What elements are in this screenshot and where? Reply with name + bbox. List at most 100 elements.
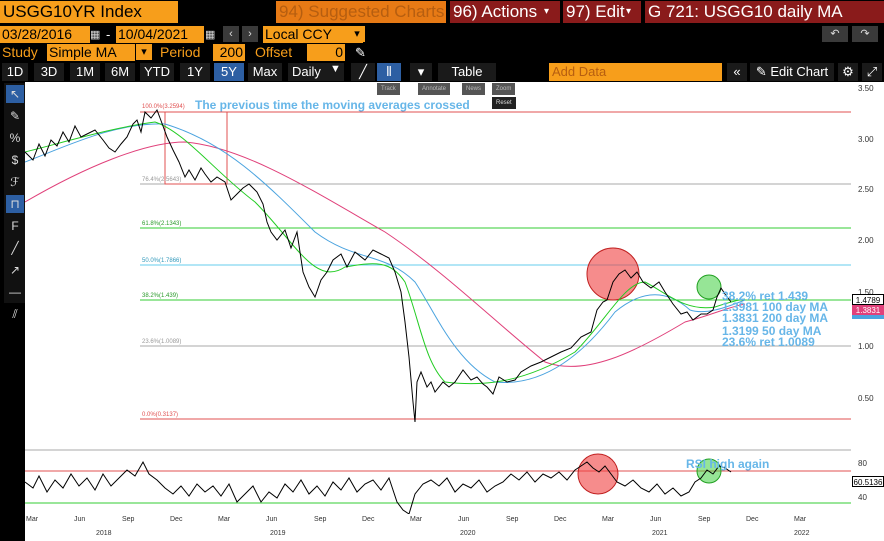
date-separator: - bbox=[106, 27, 111, 42]
x-month: Mar bbox=[602, 516, 615, 523]
price-chart[interactable] bbox=[25, 82, 851, 514]
next-period-button[interactable]: › bbox=[242, 26, 258, 42]
range-ytd[interactable]: YTD bbox=[140, 63, 174, 81]
fib-label-764: 76.4%(2.5643) bbox=[142, 177, 182, 183]
title-spacer bbox=[178, 1, 276, 23]
fib-retracement-icon[interactable]: % bbox=[9, 131, 21, 145]
legend-ma200: 1.3831 200 day MA bbox=[722, 311, 829, 325]
x-month: Mar bbox=[26, 516, 39, 523]
parallel-lines-icon[interactable]: ⫽ bbox=[12, 307, 18, 321]
price-tag: 1.4789 bbox=[852, 294, 884, 305]
legend-ret382: 38.2% ret 1.439 bbox=[722, 289, 809, 303]
reset-button[interactable]: Reset bbox=[492, 97, 516, 109]
range-1y[interactable]: 1Y bbox=[180, 63, 210, 81]
settings-icon[interactable]: ⚙ bbox=[838, 63, 858, 81]
trendline-icon[interactable]: ╱ bbox=[11, 241, 19, 255]
range-1m[interactable]: 1M bbox=[70, 63, 100, 81]
rsi-tag: 60.5136 bbox=[852, 476, 884, 487]
price-line bbox=[25, 108, 732, 423]
y-tick: 1.00 bbox=[858, 342, 874, 351]
ma-tag: 1.3831 bbox=[852, 305, 884, 316]
study-select[interactable]: Simple MA bbox=[47, 44, 135, 61]
x-month: Dec bbox=[746, 516, 759, 523]
x-month: Dec bbox=[362, 516, 375, 523]
horizontal-line-icon[interactable]: — bbox=[9, 285, 21, 299]
cross-annotation: The previous time the moving averages cr… bbox=[195, 98, 470, 112]
bar-chart-icon[interactable]: ⫴ bbox=[377, 63, 401, 81]
ma100-line bbox=[25, 123, 746, 383]
zoom-label: Zoom bbox=[496, 86, 512, 92]
drawing-toolbar: ↖ ✎ % $ ℱ ⊓ F ╱ ↗ — ⫽ bbox=[4, 83, 26, 321]
x-year: 2019 bbox=[270, 530, 286, 537]
rsi-annotation: RSI high again bbox=[686, 457, 770, 471]
expand-icon[interactable]: ⤢ bbox=[862, 63, 882, 81]
x-month: Sep bbox=[506, 516, 519, 523]
fib-label-50: 50.0%(1.7866) bbox=[142, 258, 182, 264]
pencil-icon: ✎ bbox=[755, 64, 771, 79]
date-bar: 03/28/2016 ▦ - 10/04/2021 ▦ ‹ › Local CC… bbox=[0, 25, 884, 44]
zoom-button[interactable]: Zoom bbox=[492, 83, 516, 95]
undo-icon[interactable]: ↶ bbox=[822, 26, 848, 42]
add-data-input[interactable]: Add Data bbox=[549, 63, 722, 81]
x-year: 2021 bbox=[652, 530, 668, 537]
range-6m[interactable]: 6M bbox=[105, 63, 135, 81]
edit-dropdown-icon: ▾ bbox=[626, 6, 632, 17]
offset-input[interactable]: 0 bbox=[307, 44, 345, 61]
y-tick: 1.50 bbox=[858, 288, 874, 297]
start-date-field[interactable]: 03/28/2016 bbox=[0, 26, 90, 43]
pencil-icon[interactable]: ✎ bbox=[355, 45, 366, 60]
chevron-down-icon[interactable]: ▾ bbox=[410, 63, 432, 81]
currency-select[interactable]: Local CCY bbox=[263, 26, 363, 43]
double-chevron-left-icon[interactable]: « bbox=[727, 63, 747, 81]
interval-select[interactable]: Daily bbox=[288, 63, 344, 81]
chevron-down-icon[interactable]: ▾ bbox=[349, 26, 365, 42]
range-3d[interactable]: 3D bbox=[34, 63, 64, 81]
chevron-down-icon[interactable]: ▾ bbox=[136, 44, 152, 60]
annotate-button[interactable]: Annotate bbox=[418, 83, 451, 95]
news-button[interactable]: News bbox=[462, 83, 486, 95]
ray-icon[interactable]: ↗ bbox=[9, 263, 21, 277]
x-month: Jun bbox=[266, 516, 278, 523]
track-label: Track bbox=[381, 86, 396, 92]
period-input[interactable]: 200 bbox=[213, 44, 245, 61]
red-circle bbox=[586, 247, 640, 301]
track-button[interactable]: Track bbox=[377, 83, 400, 95]
time-axis bbox=[25, 514, 884, 541]
offset-label: Offset bbox=[255, 44, 293, 60]
prev-period-button[interactable]: ‹ bbox=[223, 26, 239, 42]
end-date-field[interactable]: 10/04/2021 bbox=[116, 26, 204, 43]
cross-highlight-box bbox=[164, 111, 228, 185]
calendar-icon[interactable]: ▦ bbox=[90, 29, 101, 41]
fib-fan-icon[interactable]: ℱ bbox=[10, 175, 20, 189]
calendar-icon[interactable]: ▦ bbox=[205, 29, 216, 41]
green-circle bbox=[696, 274, 722, 300]
edit-chart-button[interactable]: ✎ Edit Chart bbox=[750, 63, 834, 81]
ticker-field[interactable]: USGG10YR Index bbox=[0, 1, 178, 23]
x-month: Jun bbox=[650, 516, 662, 523]
range-1d[interactable]: 1D bbox=[2, 63, 28, 81]
rsi-line bbox=[25, 460, 732, 514]
fib-icon[interactable]: $ bbox=[11, 153, 19, 167]
x-month: Sep bbox=[698, 516, 711, 523]
range-5y[interactable]: 5Y bbox=[214, 63, 244, 81]
channel-icon[interactable]: ⊓ bbox=[6, 195, 24, 213]
pen-icon[interactable]: ✎ bbox=[9, 109, 21, 123]
annotate-label: Annotate bbox=[422, 86, 447, 92]
actions-menu[interactable]: 96) Actions bbox=[450, 1, 560, 23]
edit-chart-label: Edit Chart bbox=[770, 64, 829, 79]
chevron-down-icon: ▼ bbox=[330, 63, 341, 75]
edit-menu[interactable]: 97) Edit bbox=[563, 1, 641, 23]
legend-ma50: 1.3199 50 day MA bbox=[722, 324, 822, 338]
x-month: Jun bbox=[458, 516, 470, 523]
cursor-icon[interactable]: ↖ bbox=[6, 85, 24, 103]
range-max[interactable]: Max bbox=[248, 63, 282, 81]
fib-arcs-icon[interactable]: F bbox=[11, 219, 19, 233]
fib-label-382: 38.2%(1.439) bbox=[142, 293, 179, 299]
suggested-charts-button[interactable]: 94) Suggested Charts bbox=[276, 1, 446, 23]
redo-icon[interactable]: ↷ bbox=[852, 26, 878, 42]
x-month: Dec bbox=[170, 516, 183, 523]
y-tick: 0.50 bbox=[858, 394, 874, 403]
table-button[interactable]: Table bbox=[438, 63, 496, 81]
fib-label-100: 100.0%(3.2594) bbox=[142, 104, 185, 110]
line-chart-icon[interactable]: ╱ bbox=[351, 63, 375, 81]
